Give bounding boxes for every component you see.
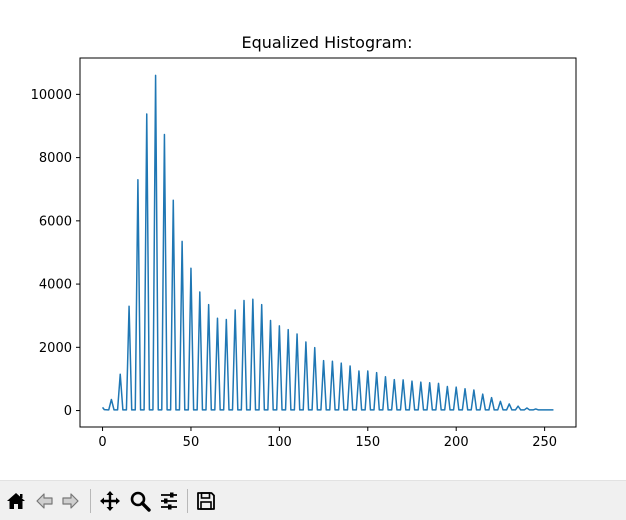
x-tick-label: 200 bbox=[444, 435, 469, 450]
pan-icon bbox=[100, 491, 120, 511]
y-tick-label: 4000 bbox=[39, 278, 72, 293]
back-button[interactable] bbox=[31, 488, 57, 514]
x-axis-ticks: 0 50 100 150 200 250 bbox=[98, 427, 557, 450]
x-tick-label: 0 bbox=[98, 435, 106, 450]
toolbar-separator bbox=[90, 489, 91, 513]
save-icon bbox=[197, 492, 215, 510]
home-icon bbox=[7, 493, 25, 509]
pan-button[interactable] bbox=[97, 488, 123, 514]
configure-subplots-icon bbox=[161, 492, 177, 510]
y-axis-ticks: 0 2000 4000 6000 8000 10000 bbox=[31, 88, 80, 419]
histogram-line bbox=[101, 74, 554, 411]
zoom-icon bbox=[130, 491, 151, 512]
configure-subplots-button[interactable] bbox=[156, 488, 182, 514]
y-tick-label: 8000 bbox=[39, 151, 72, 166]
x-tick-label: 150 bbox=[355, 435, 380, 450]
y-tick-label: 0 bbox=[64, 404, 72, 419]
y-tick-label: 10000 bbox=[31, 88, 72, 103]
back-arrow-icon bbox=[36, 493, 53, 509]
figure: Equalized Histogram: 0 50 100 150 200 250 0 20… bbox=[31, 33, 577, 450]
forward-button[interactable] bbox=[58, 488, 84, 514]
y-tick-label: 6000 bbox=[39, 214, 72, 229]
save-button[interactable] bbox=[193, 488, 219, 514]
home-button[interactable] bbox=[3, 488, 29, 514]
chart-svg: Equalized Histogram: 0 50 100 150 200 250 0 20… bbox=[31, 33, 577, 450]
toolbar-separator bbox=[187, 489, 188, 513]
zoom-button[interactable] bbox=[127, 488, 153, 514]
x-tick-label: 50 bbox=[183, 435, 200, 450]
chart-title: Equalized Histogram: bbox=[242, 33, 413, 52]
y-tick-label: 2000 bbox=[39, 341, 72, 356]
forward-arrow-icon bbox=[62, 493, 79, 509]
plot-area-frame bbox=[79, 57, 577, 428]
navigation-toolbar bbox=[0, 480, 626, 520]
x-tick-label: 100 bbox=[267, 435, 292, 450]
x-tick-label: 250 bbox=[532, 435, 557, 450]
